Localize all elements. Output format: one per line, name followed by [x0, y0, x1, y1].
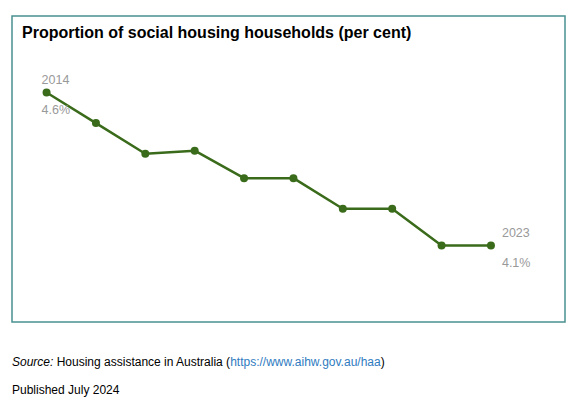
annotation-part: Published July 2024: [12, 383, 120, 397]
data-label-x: 2014: [42, 73, 70, 87]
plot-frame: [12, 16, 565, 322]
title: Proportion of social housing households …: [22, 24, 411, 41]
annotation-part: Housing assistance in Australia (: [53, 355, 230, 369]
marker: [289, 174, 297, 182]
series: [43, 89, 495, 250]
data-label-x: 2023: [502, 226, 530, 240]
data-label: 4.6%: [42, 103, 71, 117]
marker: [438, 242, 446, 250]
page: {"chart_data": {"type": "line", "title":…: [0, 0, 577, 415]
annotation-part: Source:: [12, 355, 53, 369]
marker: [487, 242, 495, 250]
chart-svg: Proportion of social housing households …: [0, 0, 577, 415]
line: [47, 93, 491, 246]
marker: [339, 205, 347, 213]
marker: [141, 150, 149, 158]
marker: [43, 89, 51, 97]
marker: [191, 147, 199, 155]
chart-container: Proportion of social housing households …: [0, 0, 577, 415]
marker: [92, 119, 100, 127]
annotation: Published July 2024: [12, 383, 120, 397]
annotation-part: https://www.aihw.gov.au/haa: [230, 355, 381, 369]
marker: [388, 205, 396, 213]
annotation: Source: Housing assistance in Australia …: [12, 355, 385, 369]
marker: [240, 174, 248, 182]
annotation-part: ): [381, 355, 385, 369]
data-label: 4.1%: [502, 256, 531, 270]
